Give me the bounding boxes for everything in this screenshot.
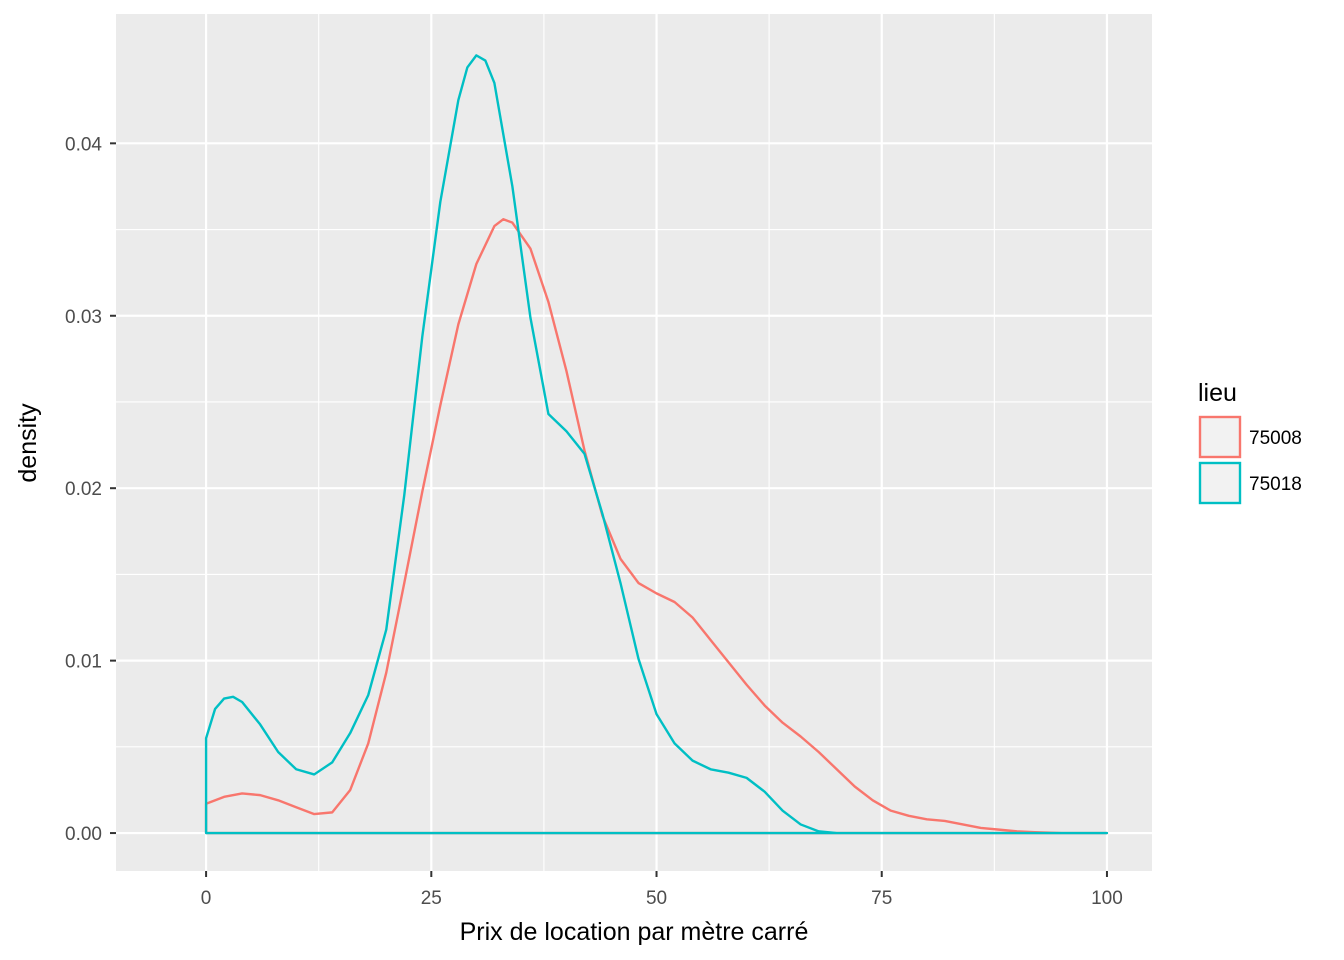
legend-title: lieu xyxy=(1198,379,1237,407)
y-axis-title: density xyxy=(14,403,42,483)
legend-key-75018 xyxy=(1198,461,1242,505)
legend-key-bg xyxy=(1198,461,1242,505)
x-axis: 0 25 50 75 100 xyxy=(201,871,1123,909)
x-tick-label: 50 xyxy=(646,888,667,909)
y-tick-label: 0.03 xyxy=(65,307,102,328)
legend-items: 75008 75018 xyxy=(1198,415,1302,505)
legend-label-75008: 75008 xyxy=(1249,428,1302,449)
minor-gridlines xyxy=(116,14,1152,871)
x-tick-label: 0 xyxy=(201,888,212,909)
legend: lieu 75008 75018 xyxy=(1198,379,1302,505)
plot-panel xyxy=(116,14,1152,871)
y-tick-label: 0.02 xyxy=(65,479,102,500)
x-axis-title: Prix de location par mètre carré xyxy=(460,918,809,946)
legend-key-75008 xyxy=(1198,415,1242,459)
y-axis: 0.00 0.01 0.02 0.03 0.04 xyxy=(65,134,116,845)
density-line-75018 xyxy=(204,54,1109,835)
x-tick-label: 25 xyxy=(421,888,442,909)
legend-key-bg xyxy=(1198,415,1242,459)
y-tick-label: 0.04 xyxy=(65,134,102,155)
y-tick-label: 0.01 xyxy=(65,652,102,673)
legend-label-75018: 75018 xyxy=(1249,474,1302,495)
x-tick-label: 75 xyxy=(871,888,892,909)
density-line-75008 xyxy=(204,218,1109,835)
density-curves xyxy=(204,54,1109,835)
x-tick-label: 100 xyxy=(1091,888,1123,909)
y-tick-label: 0.00 xyxy=(65,824,102,845)
